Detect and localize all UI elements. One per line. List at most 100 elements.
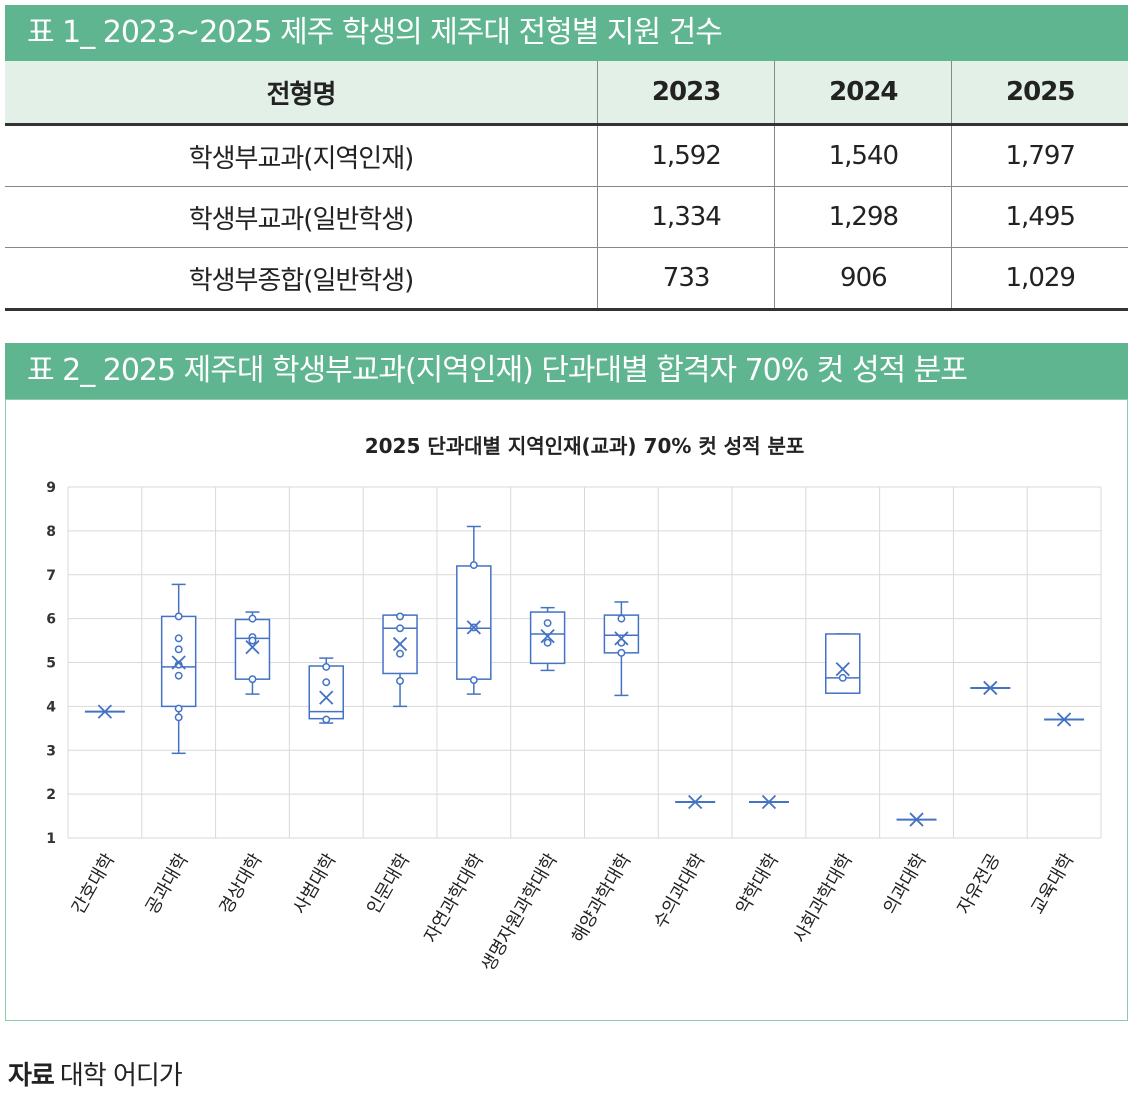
box-iqr <box>825 633 861 694</box>
table-cell: 1,592 <box>596 124 775 187</box>
data-point <box>617 614 626 623</box>
y-tick-label: 7 <box>46 568 56 584</box>
data-point <box>248 636 257 645</box>
x-tick-label: 생명자원과학대학 <box>478 850 562 975</box>
header-type: 전형명 <box>5 61 598 126</box>
box-약학대학 <box>748 794 789 810</box>
header-2023: 2023 <box>596 61 775 126</box>
data-point <box>248 614 257 623</box>
table-cell: 학생부종합(일반학생) <box>5 247 598 311</box>
mean-marker <box>97 704 113 719</box>
box-의과대학 <box>896 812 937 827</box>
table-cell: 733 <box>596 247 775 311</box>
mean-marker <box>688 794 703 810</box>
box-인문대학 <box>382 612 418 708</box>
y-tick-label: 1 <box>46 831 56 847</box>
data-point <box>396 676 404 685</box>
y-tick-label: 2 <box>46 787 56 803</box>
y-tick-label: 8 <box>46 524 56 540</box>
box-해양과학대학 <box>603 601 640 697</box>
table-header-row: 전형명 2023 2024 2025 <box>5 61 1128 126</box>
data-point <box>322 662 331 671</box>
box-수의과대학 <box>675 794 716 810</box>
box-사회과학대학 <box>825 633 861 694</box>
table-row: 학생부교과(일반학생) 1,334 1,298 1,495 <box>5 186 1128 248</box>
mean-marker <box>1056 712 1072 727</box>
x-tick-label: 인문대학 <box>363 850 414 918</box>
table-cell: 1,495 <box>951 186 1128 248</box>
table-cell: 학생부교과(지역인재) <box>5 124 598 187</box>
data-point <box>617 648 626 657</box>
chart-title: 2025 단과대별 지역인재(교과) 70% 컷 성적 분포 <box>365 434 805 458</box>
mean-marker <box>540 629 555 644</box>
x-tick-label: 약학대학 <box>732 850 783 918</box>
table-cell: 906 <box>774 247 952 311</box>
y-tick-label: 4 <box>46 699 56 715</box>
table-cell: 1,334 <box>596 186 775 248</box>
data-point <box>248 675 257 684</box>
data-point <box>322 678 331 687</box>
box-iqr <box>308 665 344 720</box>
x-tick-label: 공과대학 <box>142 850 193 918</box>
table1-title: 표 1_ 2023~2025 제주 학생의 제주대 전형별 지원 건수 <box>5 5 1128 61</box>
mean-marker <box>835 661 850 677</box>
y-tick-label: 6 <box>46 612 56 628</box>
box-iqr <box>234 618 271 680</box>
data-point <box>174 612 183 621</box>
mean-marker <box>614 631 629 646</box>
y-tick-label: 5 <box>46 656 56 672</box>
mean-marker <box>171 655 186 670</box>
mean-marker <box>761 794 777 810</box>
source-text: 대학 어디가 <box>59 1061 183 1091</box>
box-자연과학대학 <box>456 525 492 695</box>
mean-marker <box>466 620 481 635</box>
mean-marker <box>245 640 260 655</box>
data-point <box>322 715 331 724</box>
x-tick-label: 경상대학 <box>215 850 266 918</box>
table-cell: 1,797 <box>951 124 1128 187</box>
box-교육대학 <box>1044 712 1085 727</box>
mean-marker <box>909 812 924 827</box>
source-label: 자료 <box>8 1061 55 1091</box>
y-tick-label: 3 <box>46 743 56 759</box>
data-point <box>396 624 404 633</box>
x-tick-label: 사회과학대학 <box>789 850 857 947</box>
y-tick-label: 9 <box>46 480 56 496</box>
mean-marker <box>392 636 408 652</box>
box-경상대학 <box>234 611 271 695</box>
data-point <box>396 649 404 658</box>
x-tick-label: 수의과대학 <box>650 850 710 932</box>
applications-table: 전형명 2023 2024 2025 학생부교과(지역인재) 1,592 1,5… <box>5 61 1128 311</box>
table-cell: 학생부교과(일반학생) <box>5 186 598 248</box>
mean-marker <box>319 690 334 705</box>
data-point <box>543 619 552 627</box>
header-2025: 2025 <box>951 61 1128 126</box>
data-point <box>174 713 183 722</box>
x-tick-label: 사범대학 <box>289 850 340 918</box>
data-point <box>543 638 552 647</box>
x-tick-label: 자유전공 <box>953 850 1004 918</box>
box-사범대학 <box>308 657 344 724</box>
data-point <box>469 561 478 570</box>
table-row: 학생부종합(일반학생) 733 906 1,029 <box>5 247 1128 311</box>
box-생명자원과학대학 <box>529 606 566 672</box>
source-note: 자료 대학 어디가 <box>8 1055 183 1092</box>
data-point <box>174 671 183 680</box>
data-point <box>396 612 404 621</box>
data-point <box>838 673 847 682</box>
boxplot-chart: 2025 단과대별 지역인재(교과) 70% 컷 성적 분포 1 2 3 4 5 6 7 8 9 간… <box>46 434 1102 975</box>
mean-marker <box>983 680 998 696</box>
x-tick-label: 자연과학대학 <box>420 850 488 947</box>
box-간호대학 <box>84 704 125 719</box>
table-cell: 1,298 <box>774 186 952 248</box>
x-tick-label: 의과대학 <box>880 850 931 918</box>
data-point <box>174 645 183 654</box>
table-row: 학생부교과(지역인재) 1,592 1,540 1,797 <box>5 124 1128 187</box>
table2-title: 표 2_ 2025 제주대 학생부교과(지역인재) 단과대별 합격자 70% 컷… <box>5 343 1128 399</box>
x-tick-label: 교육대학 <box>1027 850 1078 918</box>
chart-container: 2025 단과대별 지역인재(교과) 70% 컷 성적 분포 1 2 3 4 5 6 7 8 9 간… <box>5 399 1128 1021</box>
table-cell: 1,540 <box>774 124 952 187</box>
data-point <box>174 704 183 713</box>
box-공과대학 <box>160 583 197 755</box>
x-tick-label: 해양과학대학 <box>568 850 636 947</box>
